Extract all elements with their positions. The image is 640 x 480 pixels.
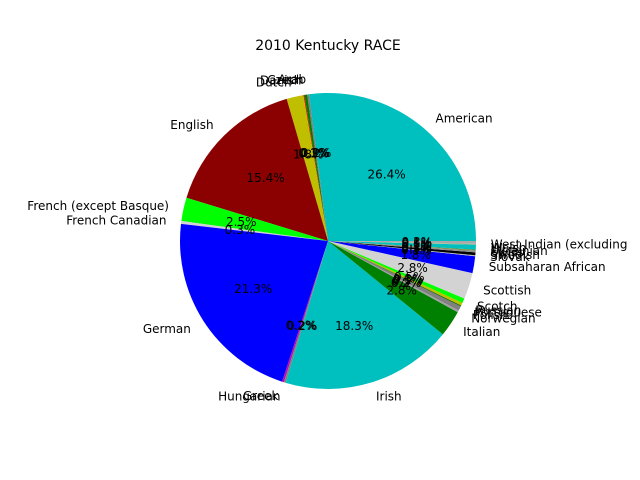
- pie-percent-label: 0.1%: [298, 146, 329, 160]
- pie-percent-label: 2.8%: [386, 284, 417, 298]
- pie-slice-danish-3: [303, 94, 328, 241]
- pie-category-label: Greek: [243, 389, 279, 403]
- pie-slice-czech-2: [304, 94, 328, 241]
- pie-slice-norwegian-13: [328, 241, 459, 313]
- pie-slice-french-canadian-7: [180, 221, 328, 241]
- pie-slice-hungarian-10: [283, 241, 328, 383]
- pie-slice-greek-9: [282, 241, 328, 383]
- pie-percent-label: 15.4%: [247, 171, 285, 185]
- pie-percent-label: 0.2%: [391, 276, 422, 290]
- pie-percent-label: 0.2%: [286, 319, 317, 333]
- pie-category-label: Czech: [267, 73, 303, 87]
- pie-slice-west-indian-excluding-25: [328, 241, 476, 245]
- pie-category-label: Polish: [473, 308, 508, 322]
- pie-slice-scotch-17: [328, 241, 465, 303]
- pie-slice-slovak-20: [328, 241, 476, 257]
- pie-category-label: Portuguese: [474, 305, 542, 319]
- pie-slice-italian-12: [328, 241, 458, 335]
- pie-slice-irish-11: [285, 241, 443, 389]
- pie-category-label: West Indian (excluding: [491, 238, 628, 252]
- chart-title: 2010 Kentucky RACE: [255, 38, 401, 54]
- pie-category-label: Slovak: [490, 250, 530, 264]
- pie-slice-american-0: [309, 93, 476, 241]
- pie-category-label: Subsaharan African: [489, 260, 606, 274]
- pie-slice-english-5: [186, 98, 328, 242]
- pie-percent-label: 2.8%: [397, 261, 428, 275]
- pie-slice-scottish-18: [328, 241, 473, 299]
- pie-percent-label: 0.1%: [402, 236, 433, 250]
- pie-percent-label: 0.5%: [401, 238, 432, 252]
- pie-percent-label: 0.3%: [393, 272, 424, 286]
- pie-slices: [179, 93, 476, 389]
- pie-category-label: Swiss: [490, 246, 523, 260]
- pie-percent-label: 0.3%: [299, 146, 330, 160]
- pie-percent-label: 0.2%: [301, 146, 332, 160]
- pie-category-label: Irish: [376, 390, 402, 404]
- pie-percent-label: 0.3%: [401, 242, 432, 256]
- pie-percent-label: 0.5%: [394, 270, 425, 284]
- pie-slice-dutch-4: [286, 95, 328, 241]
- pie-percent-label: 2.5%: [226, 215, 257, 229]
- pie-percent-label: 0.3%: [402, 235, 433, 249]
- pie-category-label: Scottish: [483, 284, 531, 298]
- pie-category-label: Danish: [260, 73, 301, 87]
- pie-percent-label: 0.5%: [392, 275, 423, 289]
- pie-category-label: French (except Basque): [27, 199, 169, 213]
- pie-percent-label: 1.8%: [400, 248, 431, 262]
- pie-category-label: Swedish: [490, 248, 540, 262]
- pie-percent-label: 0.2%: [287, 319, 318, 333]
- pie-category-label: Ukrainian: [491, 244, 548, 258]
- pie-slice-arab-1: [307, 94, 328, 241]
- pie-percent-label: 0.1%: [401, 243, 432, 257]
- pie-percent-labels: 26.4%0.2%0.3%0.1%1.8%15.4%2.5%0.3%21.3%0…: [225, 146, 432, 333]
- pie-slice-unlabeled-26: [328, 241, 476, 244]
- pie-category-label: Welsh: [491, 241, 527, 255]
- pie-category-label: French Canadian: [66, 214, 166, 228]
- pie-percent-label: 0.3%: [225, 223, 256, 237]
- pie-percent-label: 0.2%: [401, 240, 432, 254]
- pie-percent-label: 0.1%: [401, 239, 432, 253]
- pie-percent-label: 1.8%: [293, 147, 324, 161]
- pie-category-label: English: [170, 118, 213, 132]
- pie-slice-ukrainian-23: [328, 241, 476, 251]
- pie-percent-label: 26.4%: [368, 167, 406, 181]
- pie-slice-polish-14: [328, 241, 461, 311]
- pie-category-label: German: [143, 322, 191, 336]
- pie-category-label: Arab: [278, 73, 306, 87]
- pie-slice-swedish-21: [328, 241, 476, 256]
- pie-slice-german-8: [179, 223, 328, 382]
- pie-category-label: Russian: [475, 304, 521, 318]
- pie-category-label: Italian: [463, 325, 500, 339]
- pie-category-label: American: [436, 112, 493, 126]
- pie-slice-welsh-24: [328, 241, 476, 250]
- pie-slice-swiss-22: [328, 241, 476, 253]
- pie-slice-russian-16: [328, 241, 463, 306]
- pie-percent-label: 21.3%: [234, 282, 272, 296]
- pie-category-label: Dutch: [256, 75, 292, 89]
- pie-slice-subsaharan-african-19: [328, 241, 476, 274]
- pie-percent-label: 18.3%: [335, 319, 373, 333]
- pie-category-label: Scotch: [477, 300, 517, 314]
- pie-category-label: Norwegian: [471, 311, 535, 325]
- pie-category-label: Hungarian: [218, 390, 280, 404]
- pie-slice-portuguese-15: [328, 241, 462, 307]
- pie-slice-french-except-basque-6: [181, 197, 328, 241]
- pie-percent-label: 0.1%: [393, 273, 424, 287]
